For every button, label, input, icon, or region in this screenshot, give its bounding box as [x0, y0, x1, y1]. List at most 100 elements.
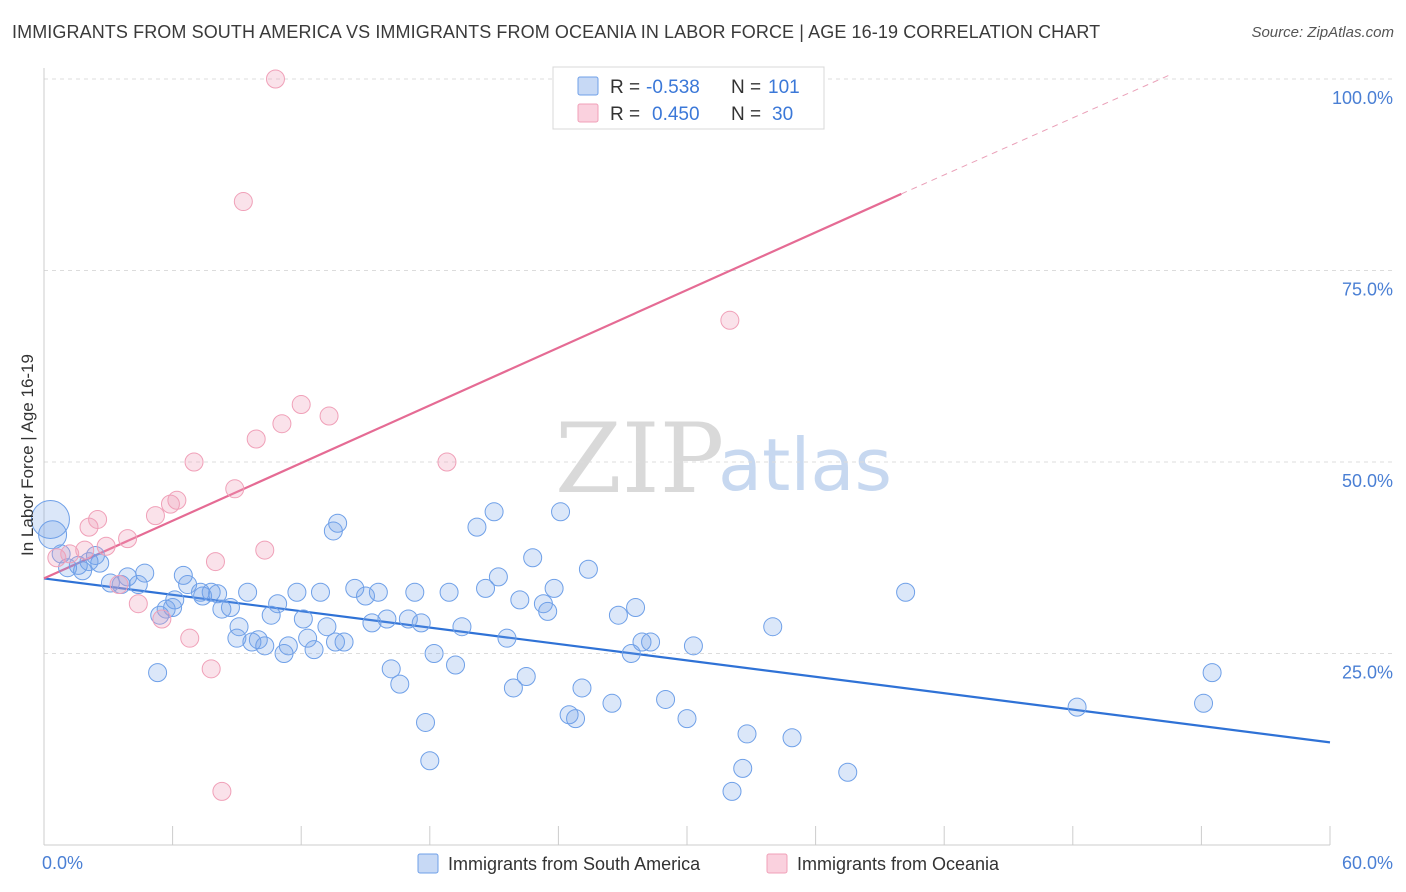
- point-south-america: [208, 584, 228, 604]
- point-south-america: [656, 689, 676, 709]
- point-south-america: [148, 663, 168, 683]
- point-south-america: [602, 693, 622, 713]
- point-oceania: [109, 575, 129, 595]
- gridlines: [44, 78, 1392, 654]
- legend-bottom: Immigrants from South America Immigrants…: [417, 853, 1000, 874]
- legend-swatch-oceania: [577, 103, 599, 123]
- data-points: [30, 69, 1222, 801]
- point-south-america: [405, 582, 425, 602]
- point-south-america: [516, 666, 536, 686]
- point-oceania: [205, 552, 225, 572]
- point-oceania: [145, 506, 165, 526]
- point-south-america: [416, 712, 436, 732]
- legend-swatch-south-america: [577, 76, 599, 96]
- point-south-america: [782, 728, 802, 748]
- bottom-legend-label-oceania: Immigrants from Oceania: [797, 854, 1000, 874]
- point-south-america: [538, 601, 558, 621]
- point-south-america: [38, 520, 68, 550]
- point-south-america: [683, 636, 703, 656]
- point-oceania: [96, 536, 116, 556]
- point-south-america: [377, 609, 397, 629]
- point-south-america: [398, 609, 418, 629]
- point-south-america: [255, 636, 275, 656]
- trend-line-oceania-extension: [901, 74, 1170, 195]
- point-south-america: [278, 636, 298, 656]
- legend-r-label-1: R =: [610, 77, 640, 98]
- point-south-america: [420, 751, 440, 771]
- point-south-america: [722, 781, 742, 801]
- point-south-america: [544, 578, 564, 598]
- bottom-legend-label-south-america: Immigrants from South America: [448, 854, 701, 874]
- point-south-america: [227, 628, 247, 648]
- point-south-america: [298, 628, 318, 648]
- point-south-america: [608, 605, 628, 625]
- point-south-america: [1194, 693, 1214, 713]
- trend-lines: [43, 74, 1331, 744]
- point-oceania: [184, 452, 204, 472]
- point-south-america: [173, 565, 193, 585]
- legend-r-value-2: 0.450: [652, 104, 700, 125]
- point-south-america: [452, 617, 472, 637]
- point-south-america: [566, 709, 586, 729]
- point-south-america: [135, 563, 155, 583]
- point-oceania: [233, 192, 253, 212]
- point-oceania: [255, 540, 275, 560]
- x-tick-label-max: 60.0%: [1342, 853, 1393, 873]
- point-oceania: [212, 781, 232, 801]
- legend-n-value-2: 30: [772, 104, 793, 125]
- y-tick-label: 25.0%: [1342, 663, 1393, 683]
- point-oceania: [60, 544, 80, 564]
- trend-line-oceania: [43, 192, 902, 580]
- point-oceania: [265, 69, 285, 89]
- point-south-america: [30, 499, 70, 539]
- point-oceania: [720, 310, 740, 330]
- point-south-america: [293, 609, 313, 629]
- point-south-america: [165, 590, 185, 610]
- point-oceania: [201, 659, 221, 679]
- point-south-america: [268, 594, 288, 614]
- point-south-america: [229, 617, 249, 637]
- point-south-america: [488, 567, 508, 587]
- point-oceania: [88, 509, 108, 529]
- point-south-america: [677, 709, 697, 729]
- point-oceania: [291, 395, 311, 415]
- bottom-legend-swatch-south-america: [417, 853, 439, 874]
- x-tick-label-min: 0.0%: [42, 853, 83, 873]
- point-oceania: [128, 594, 148, 614]
- point-south-america: [390, 674, 410, 694]
- point-oceania: [47, 548, 67, 568]
- point-south-america: [356, 586, 375, 606]
- point-oceania: [118, 529, 138, 549]
- point-south-america: [476, 578, 496, 598]
- point-south-america: [896, 582, 916, 602]
- legend-n-label-1: N =: [731, 77, 761, 98]
- point-south-america: [334, 632, 354, 652]
- y-tick-label: 75.0%: [1342, 280, 1393, 300]
- point-south-america: [572, 678, 592, 698]
- point-south-america: [641, 632, 661, 652]
- point-south-america: [737, 724, 757, 744]
- point-oceania: [437, 452, 457, 472]
- point-south-america: [551, 502, 571, 522]
- point-oceania: [246, 429, 266, 449]
- point-south-america: [439, 582, 459, 602]
- point-south-america: [261, 605, 281, 625]
- point-south-america: [446, 655, 466, 675]
- axes: [43, 68, 1331, 846]
- point-south-america: [310, 582, 330, 602]
- point-south-america: [345, 578, 365, 598]
- y-tick-label: 50.0%: [1342, 471, 1393, 491]
- point-south-america: [381, 659, 401, 679]
- point-south-america: [362, 613, 382, 633]
- point-south-america: [1202, 663, 1222, 683]
- point-oceania: [319, 406, 339, 426]
- point-south-america: [523, 548, 543, 568]
- legend-r-label-2: R =: [610, 104, 640, 125]
- point-south-america: [763, 617, 783, 637]
- source-label: Source: ZipAtlas.com: [1251, 24, 1394, 41]
- legend-top: R = -0.538 N = 101 R = 0.450 N = 30: [552, 66, 825, 130]
- chart-title: IMMIGRANTS FROM SOUTH AMERICA VS IMMIGRA…: [12, 22, 1101, 42]
- point-oceania: [225, 479, 245, 499]
- x-tick-labels: 0.0% 60.0%: [42, 853, 1393, 873]
